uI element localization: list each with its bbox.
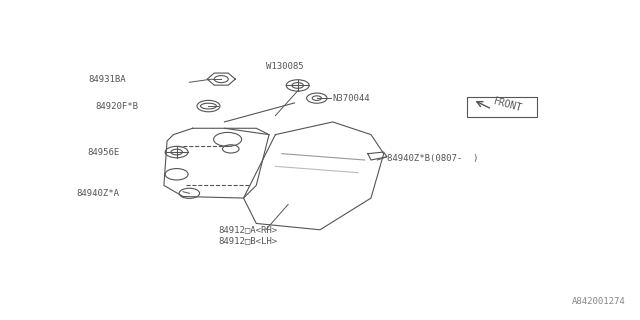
Text: 84912□B<LH>: 84912□B<LH> [218,236,277,245]
Text: 84920F*B: 84920F*B [95,101,138,111]
Text: 84912□A<RH>: 84912□A<RH> [218,225,277,234]
Text: 84931BA: 84931BA [88,75,125,84]
Text: 84940Z*A: 84940Z*A [76,189,119,198]
Text: A842001274: A842001274 [572,297,626,306]
Text: N370044: N370044 [333,94,371,103]
Text: 84940Z*B(0807-  ): 84940Z*B(0807- ) [387,154,478,163]
Text: 84956E: 84956E [87,148,119,156]
Text: FRONT: FRONT [492,96,523,113]
Text: W130085: W130085 [266,62,303,71]
